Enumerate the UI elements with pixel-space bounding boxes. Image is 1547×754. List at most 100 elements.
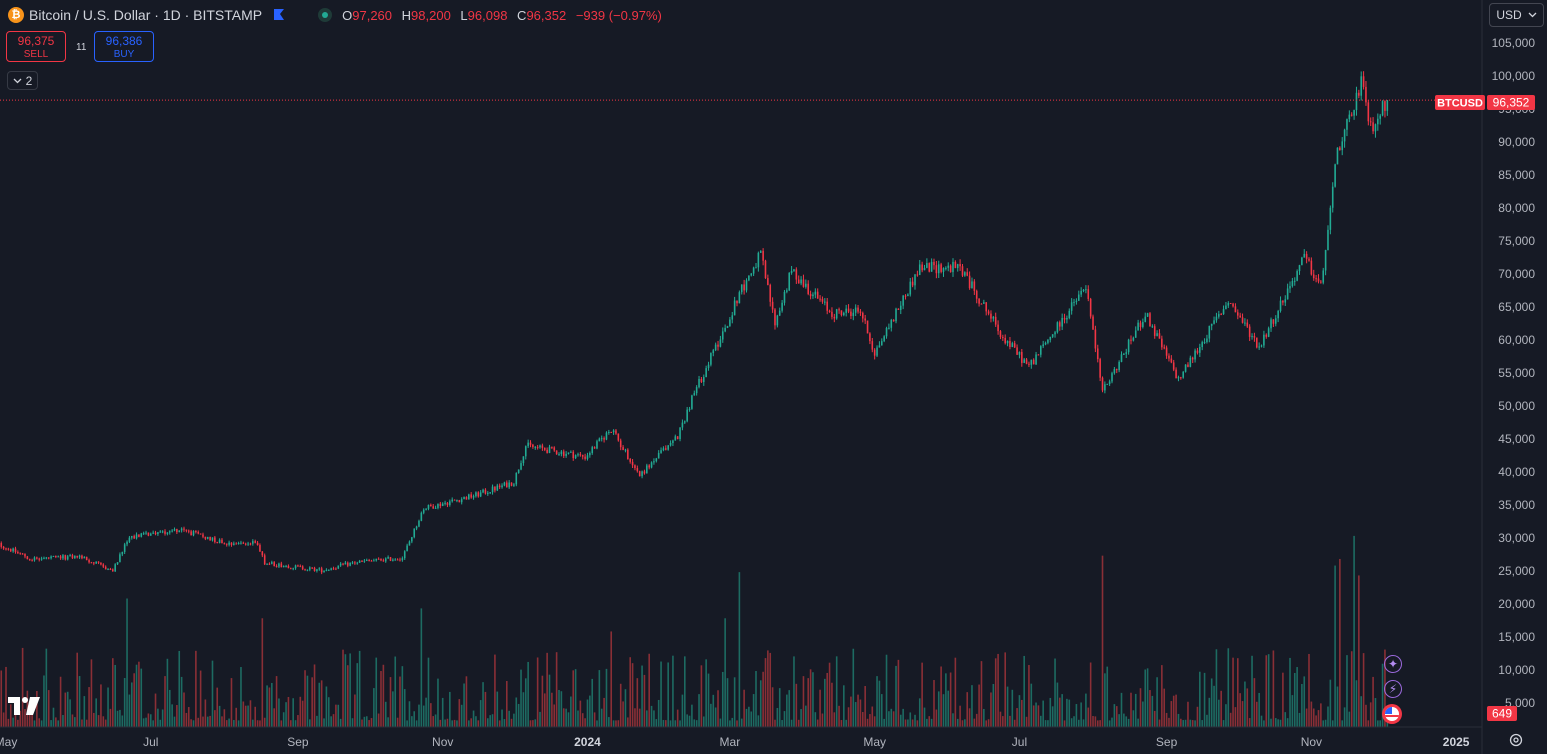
volume-bar xyxy=(759,680,762,727)
volume-bar xyxy=(66,691,69,727)
volume-bar xyxy=(869,714,871,727)
candle xyxy=(453,499,456,501)
flag-icon[interactable] xyxy=(272,8,286,22)
volume-bar xyxy=(1239,693,1241,727)
candle xyxy=(638,470,641,477)
candle xyxy=(1087,285,1090,302)
candle xyxy=(1051,334,1054,339)
candle xyxy=(532,443,534,449)
lightning-icon[interactable]: ⚡ xyxy=(1384,680,1402,698)
candle xyxy=(38,557,41,562)
volume-bar xyxy=(1234,707,1237,727)
volume-bar xyxy=(104,719,107,727)
buy-price: 96,386 xyxy=(105,34,143,48)
sparkle-icon[interactable]: ✦ xyxy=(1384,655,1402,673)
volume-bar xyxy=(1144,669,1147,727)
candle xyxy=(311,567,313,570)
candle xyxy=(1149,312,1151,327)
currency-selector[interactable]: USD xyxy=(1489,3,1544,27)
volume-bar xyxy=(560,691,563,727)
volume-bar xyxy=(494,654,496,727)
candle xyxy=(197,530,200,535)
volume-bar xyxy=(828,662,831,727)
volume-bar xyxy=(1032,705,1035,727)
candle xyxy=(1343,128,1346,148)
tradingview-logo-icon[interactable] xyxy=(8,695,42,717)
volume-bar xyxy=(532,720,534,727)
volume-bar xyxy=(254,706,257,727)
us-flag-events-icon[interactable] xyxy=(1382,704,1402,724)
candle xyxy=(824,298,826,306)
symbol-title[interactable]: Bitcoin / U.S. Dollar · 1D · BITSTAMP xyxy=(29,7,263,23)
candle xyxy=(650,461,653,469)
volume-bar xyxy=(679,720,681,727)
volume-bar xyxy=(788,690,791,727)
volume-bar xyxy=(1232,657,1234,727)
volume-bar xyxy=(237,720,240,727)
candle xyxy=(337,565,340,570)
candle xyxy=(1196,347,1199,355)
volume-bar xyxy=(76,652,79,727)
candle xyxy=(949,264,952,273)
volume-bar xyxy=(539,711,541,727)
candle xyxy=(1032,358,1035,365)
volume-bar xyxy=(1343,707,1346,727)
buy-button[interactable]: 96,386 BUY xyxy=(94,31,154,62)
candle xyxy=(987,309,990,316)
volume-bar xyxy=(1206,714,1208,727)
volume-bar xyxy=(176,705,178,727)
candle xyxy=(840,310,843,317)
volume-bar xyxy=(1113,704,1116,727)
candle xyxy=(71,553,74,560)
volume-bar xyxy=(64,692,67,727)
volume-bar xyxy=(662,719,665,727)
volume-bar xyxy=(603,697,605,727)
candle xyxy=(1132,336,1135,342)
volume-bar xyxy=(446,718,449,727)
volume-bar xyxy=(415,720,418,727)
volume-bar xyxy=(204,699,207,727)
candle xyxy=(171,529,173,533)
settings-gear-icon[interactable] xyxy=(1508,732,1524,748)
volume-bar xyxy=(757,715,760,727)
volume-bar xyxy=(43,675,45,727)
candle xyxy=(126,540,128,547)
volume-bar xyxy=(411,716,413,727)
volume-bar xyxy=(562,708,565,727)
volume-bar xyxy=(123,677,126,727)
volume-bar xyxy=(793,656,795,727)
volume-bar xyxy=(513,713,515,727)
volume-bar xyxy=(2,712,5,727)
candle xyxy=(192,530,195,537)
volume-bar xyxy=(940,666,942,727)
volume-bar xyxy=(890,708,893,727)
candle xyxy=(769,283,772,307)
volume-bar xyxy=(1263,720,1265,727)
indicators-toggle[interactable]: 2 xyxy=(7,71,38,90)
candle xyxy=(1225,302,1227,310)
candle xyxy=(978,298,980,307)
volume-bar xyxy=(740,718,743,727)
volume-bar xyxy=(1203,672,1206,727)
volume-bar xyxy=(764,658,767,727)
volume-bar xyxy=(209,715,211,727)
volume-bar xyxy=(672,655,674,727)
candle xyxy=(1187,362,1189,368)
volume-bar xyxy=(983,708,985,727)
candle xyxy=(1058,320,1061,331)
candle xyxy=(1208,325,1211,343)
candle xyxy=(505,480,508,488)
candle xyxy=(937,260,940,279)
sell-button[interactable]: 96,375 SELL xyxy=(6,31,66,62)
volume-bar xyxy=(40,720,43,727)
candle xyxy=(961,263,964,278)
candle xyxy=(97,561,100,565)
volume-bar xyxy=(1374,698,1377,727)
volume-bar xyxy=(1044,720,1047,727)
volume-bar xyxy=(1320,703,1322,727)
volume-bar xyxy=(1227,648,1230,727)
market-status-icon[interactable] xyxy=(318,8,333,22)
volume-bar xyxy=(710,703,712,727)
candle xyxy=(994,312,997,327)
